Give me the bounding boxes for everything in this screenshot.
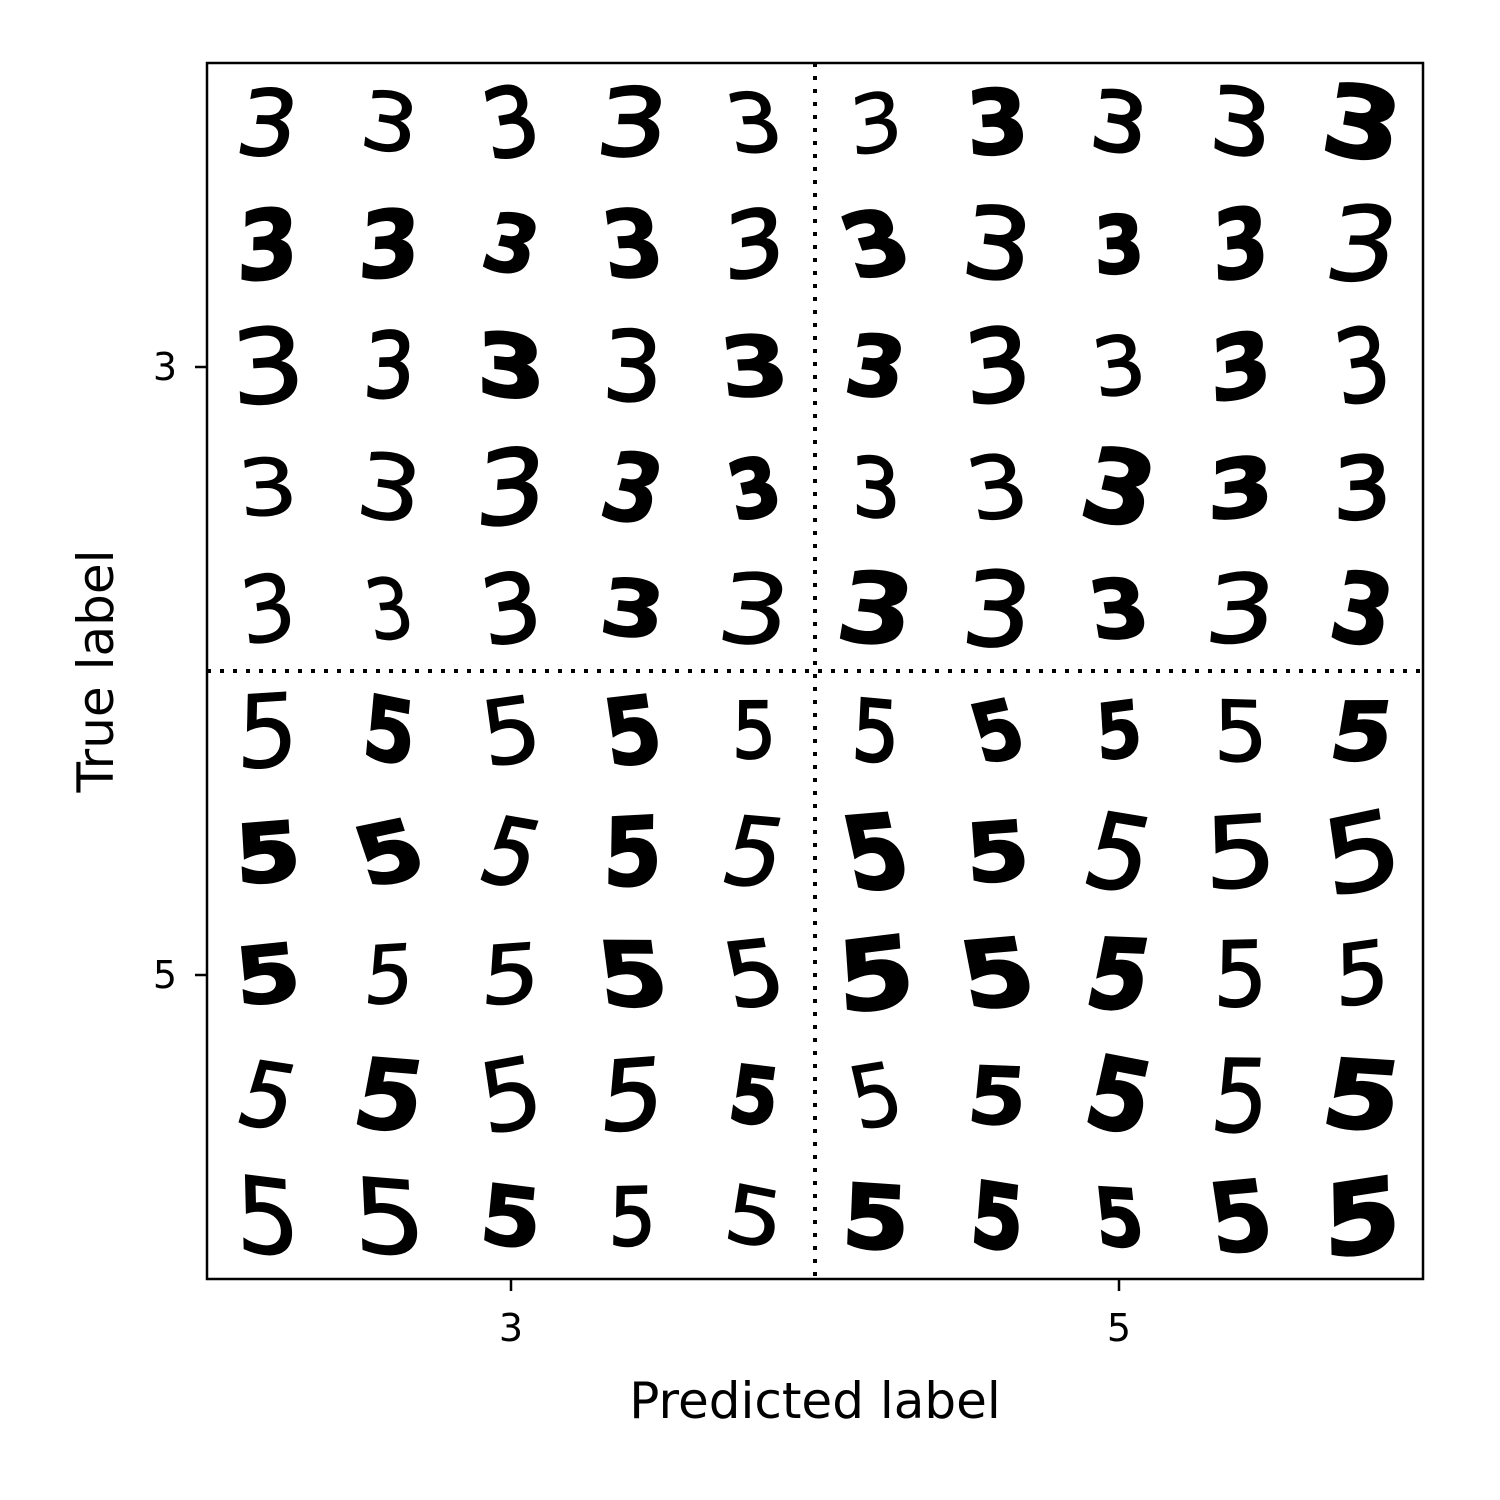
digit-image: 5 (1206, 1037, 1275, 1157)
digit-image: 3 (355, 73, 423, 175)
digit-image: 5 (350, 1156, 428, 1281)
digit-image: 3 (1200, 554, 1280, 667)
x-axis-label: Predicted label (629, 1372, 1001, 1430)
digit-image: 5 (732, 687, 776, 777)
digit-image: 3 (477, 313, 546, 420)
digit-image: 3 (600, 308, 665, 426)
digit-image: 3 (234, 442, 302, 536)
digit-image: 5 (1213, 682, 1268, 782)
x-tick-label: 5 (1107, 1306, 1131, 1350)
digit-image: 3 (1208, 310, 1274, 424)
digit-image: 3 (595, 562, 670, 659)
digit-image: 5 (231, 925, 305, 1024)
digit-image: 3 (723, 187, 785, 303)
digit-image: 5 (359, 676, 420, 788)
y-tick-label: 5 (153, 953, 177, 997)
digit-image: 5 (608, 1171, 657, 1265)
digit-image: 5 (233, 804, 303, 903)
digit-image: 3 (1207, 438, 1274, 540)
digit-image: 3 (236, 186, 300, 304)
digit-image: 5 (1323, 1154, 1402, 1282)
digit-image: 5 (591, 922, 674, 1028)
digit-image: 3 (1207, 65, 1275, 182)
digit-image: 3 (234, 552, 301, 668)
digit-image: 3 (472, 426, 550, 552)
digit-image: 5 (840, 1165, 911, 1271)
digit-image: 3 (1086, 72, 1152, 176)
digit-image: 3 (960, 305, 1035, 430)
digit-image: 5 (1093, 683, 1145, 780)
digit-image: 5 (596, 1038, 670, 1156)
digit-image: 3 (592, 70, 674, 178)
digit-image: 5 (361, 926, 419, 1024)
digit-image: 5 (1213, 922, 1269, 1028)
y-axis-label: True label (67, 549, 125, 793)
y-tick-label: 3 (153, 345, 177, 389)
digit-image: 3 (963, 70, 1032, 177)
digit-image: 5 (478, 925, 543, 1025)
digit-image: 5 (1334, 922, 1390, 1028)
digit-image: 5 (476, 1167, 546, 1270)
digit-image: 5 (962, 804, 1032, 903)
digit-image: 3 (957, 185, 1038, 305)
digit-image: 3 (850, 438, 901, 538)
digit-image: 3 (846, 72, 906, 176)
digit-image: 3 (1333, 437, 1391, 540)
digit-image: 5 (850, 680, 901, 783)
digit-image: 3 (1092, 198, 1145, 293)
digit-image: 3 (361, 314, 418, 419)
digit-image: 3 (356, 189, 423, 301)
digit-image: 3 (957, 549, 1038, 672)
digit-image: 5 (234, 1154, 301, 1283)
digit-image: 5 (833, 913, 918, 1036)
digit-image: 3 (715, 317, 794, 417)
digit-image: 5 (235, 670, 300, 793)
digit-image: 5 (963, 1049, 1031, 1145)
digit-image: 3 (1210, 186, 1271, 306)
digit-image: 5 (602, 797, 663, 910)
x-tick-label: 3 (499, 1306, 523, 1350)
digit-image: 5 (1202, 794, 1279, 914)
digit-image: 5 (968, 1163, 1028, 1273)
digit-image: 3 (227, 305, 308, 430)
digit-image: 3 (351, 432, 428, 546)
